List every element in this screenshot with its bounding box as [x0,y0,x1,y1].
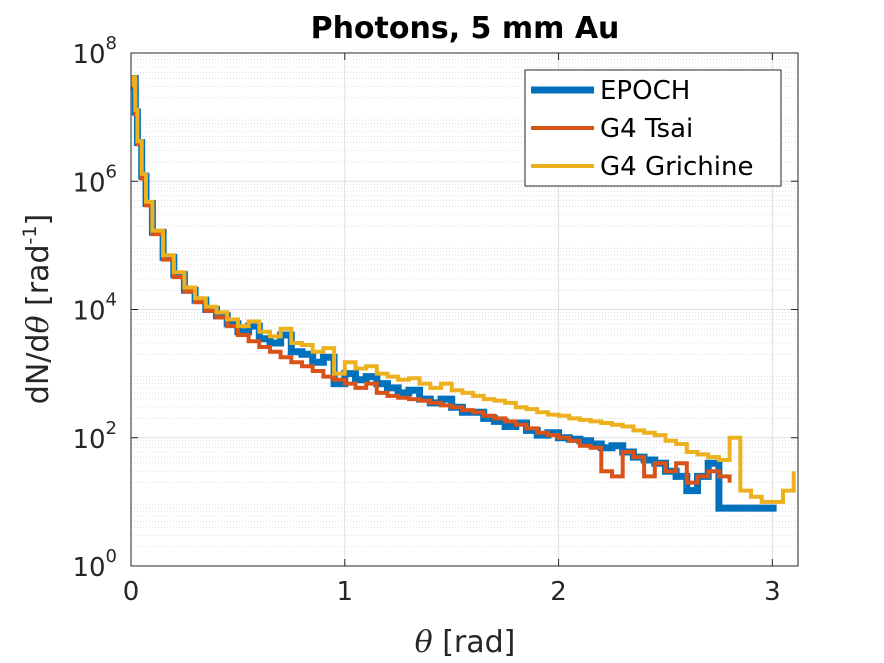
x-tick-label: 2 [550,577,567,607]
x-axis-label-unit: [rad] [433,625,516,660]
x-axis-label: θ [rad] [415,625,516,660]
y-tick-label: 100 [72,546,117,583]
chart-title: Photons, 5 mm Au [311,11,620,46]
x-tick-label: 1 [337,577,354,607]
y-tick-label: 106 [72,161,117,198]
y-tick-label: 104 [72,290,117,327]
legend-label-g4-grichine: G4 Grichine [600,152,754,182]
y-axis-label-prefix: dN/d [21,334,56,405]
y-axis-label: dN/dθ [rad-1] [19,214,56,404]
y-axis-label-unit: [rad [21,244,56,315]
x-axis-label-symbol: θ [415,625,433,660]
y-axis-label-close: ] [21,214,56,226]
data-series [131,75,796,512]
x-tick-label: 0 [123,577,140,607]
grid-lines [131,53,798,566]
legend: EPOCH G4 Tsai G4 Grichine [524,69,782,187]
legend-label-epoch: EPOCH [600,76,690,106]
y-axis-label-symbol: θ [21,315,56,333]
axis-ticks: 100 102 104 106 108 0 1 2 3 [72,33,798,607]
y-axis-label-exponent: -1 [19,226,41,245]
series-line-g4-tsai [131,80,732,485]
x-tick-label: 3 [764,577,781,607]
y-tick-label: 102 [72,418,117,455]
y-tick-label: 108 [72,33,117,70]
legend-label-g4-tsai: G4 Tsai [600,114,693,144]
series-line-g4-grichine [131,75,796,504]
